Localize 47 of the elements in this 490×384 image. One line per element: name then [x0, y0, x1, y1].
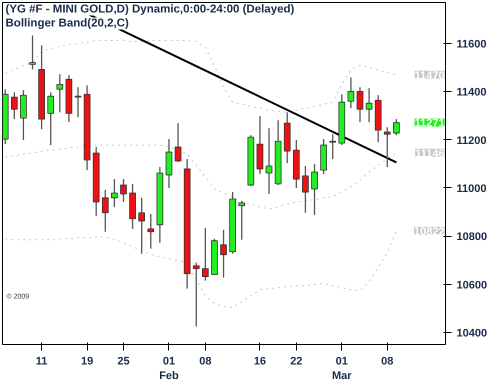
candlestick: [29, 34, 36, 70]
y-tick-label: 10400: [456, 327, 488, 340]
candlestick: [393, 118, 400, 136]
candlestick: [356, 86, 364, 123]
candlestick: [202, 227, 209, 282]
candlestick: [102, 189, 109, 232]
x-tick-label: 25: [117, 356, 130, 368]
candlestick: [56, 74, 64, 113]
x-tick-label: 01 Mar: [332, 356, 352, 382]
candlestick: [74, 86, 82, 118]
candlestick: [166, 138, 172, 189]
candlestick: [238, 200, 246, 240]
candlestick: [147, 213, 154, 250]
candlestick: [174, 122, 182, 163]
chart-title: (YG #F - MINI GOLD,D) Dynamic,0:00-24:00 (Delayed): [6, 4, 295, 16]
text: 11271: [414, 118, 445, 130]
x-tick-label: 19: [80, 356, 94, 368]
candlestick: [348, 76, 354, 109]
candlestick: [311, 163, 318, 216]
x-tick-label: 08: [199, 356, 212, 368]
text: Bollinger Band(20,2,C): [6, 18, 129, 30]
x-tick-label: 22: [290, 356, 302, 368]
y-tick-label: 11000: [456, 182, 486, 195]
x-tick-label: 11: [36, 356, 48, 368]
candlestick: [192, 262, 200, 328]
line-series: [4, 144, 397, 210]
candlestick: [47, 92, 54, 146]
candlestick: [138, 197, 146, 254]
candlestick: [20, 90, 27, 141]
x-tick-label: 01 Feb: [159, 356, 180, 382]
line-series: [4, 230, 397, 308]
y-tick-label: 11600: [456, 38, 486, 50]
candlestick: [266, 128, 272, 195]
x-tick-label: 08: [381, 356, 394, 368]
line-series: [4, 40, 397, 113]
candlestick: [10, 92, 18, 120]
y-tick-label: 11200: [456, 134, 486, 147]
candlestick: [220, 229, 227, 278]
candlestick: [302, 165, 309, 214]
y-tick-label: 10600: [456, 279, 488, 292]
candlestick: [111, 178, 118, 208]
y-tick-label: 11400: [456, 86, 486, 99]
y-tick-label: 10800: [456, 231, 488, 244]
x-tick-label: 16: [254, 356, 266, 368]
candlestick: [366, 88, 372, 123]
candlestick: [384, 126, 391, 168]
candlestick: [120, 178, 127, 203]
